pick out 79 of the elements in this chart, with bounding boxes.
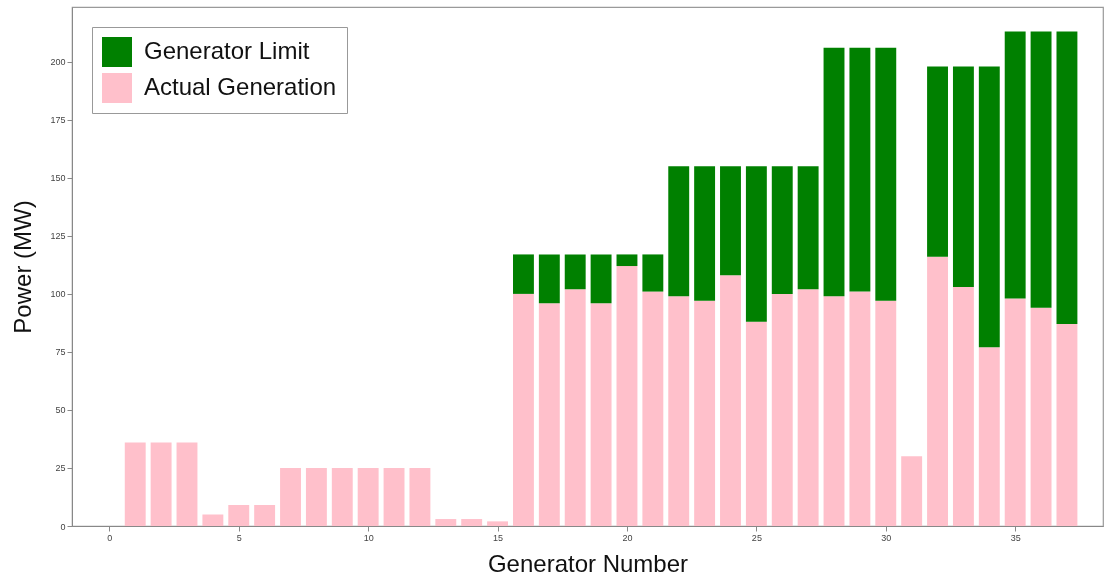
bar — [901, 456, 923, 526]
bar — [1004, 31, 1026, 299]
bar — [745, 321, 767, 526]
bar — [254, 505, 276, 526]
y-tick-label: 0 — [60, 521, 66, 532]
bar — [590, 254, 612, 304]
legend-label: Actual Generation — [144, 73, 337, 100]
bar — [1004, 298, 1026, 526]
bar — [124, 442, 146, 526]
bar — [642, 291, 664, 526]
legend-label: Generator Limit — [144, 37, 310, 64]
x-tick-label: 5 — [236, 532, 242, 543]
x-axis-title: Generator Number — [487, 549, 689, 577]
bar — [797, 289, 819, 526]
bar — [771, 293, 793, 526]
x-tick-label: 20 — [622, 532, 633, 543]
bar — [512, 293, 534, 526]
x-tick-label: 30 — [881, 532, 892, 543]
x-tick-label: 15 — [493, 532, 504, 543]
bar — [875, 300, 897, 526]
bar — [1056, 31, 1078, 325]
bar — [331, 467, 353, 526]
bar — [720, 275, 741, 526]
y-axis-title: Power (MW) — [9, 200, 37, 334]
bar — [694, 166, 716, 301]
bar — [150, 442, 172, 526]
bar — [797, 166, 819, 290]
bar — [538, 254, 560, 304]
bar — [590, 303, 612, 526]
bar — [668, 296, 690, 526]
x-tick-label: 35 — [1010, 532, 1021, 543]
bar — [616, 266, 638, 526]
bar — [1056, 324, 1078, 526]
y-tick-label: 150 — [50, 173, 66, 184]
bar — [176, 442, 198, 526]
y-tick-label: 50 — [55, 405, 66, 416]
bar — [357, 467, 379, 526]
bar — [978, 66, 1000, 348]
bar — [538, 303, 560, 526]
bar — [461, 519, 483, 526]
bar — [202, 514, 224, 526]
bar — [927, 66, 948, 257]
bar — [1030, 307, 1052, 526]
bar — [1030, 31, 1052, 308]
x-tick-label: 0 — [107, 532, 113, 543]
bar — [952, 66, 974, 287]
y-tick-label: 25 — [55, 463, 66, 474]
bar — [435, 519, 457, 526]
bar — [694, 300, 716, 526]
bar — [409, 467, 431, 526]
x-tick-label: 10 — [363, 532, 374, 543]
bar — [875, 47, 897, 301]
y-tick-label: 200 — [50, 57, 66, 68]
bar — [823, 296, 845, 526]
bar — [616, 254, 638, 267]
y-tick-label: 125 — [50, 231, 66, 242]
bar — [927, 256, 948, 526]
bar — [952, 286, 974, 526]
y-tick-label: 100 — [50, 289, 66, 300]
bar — [642, 254, 664, 292]
bar — [849, 47, 871, 292]
bar — [228, 505, 250, 526]
bar — [383, 467, 405, 526]
bar — [564, 289, 586, 526]
y-tick-label: 75 — [55, 347, 66, 358]
bar — [745, 166, 767, 322]
bar — [771, 166, 793, 294]
bar — [487, 521, 509, 526]
y-tick-label: 175 — [50, 115, 66, 126]
bar — [849, 291, 871, 526]
x-tick-label: 25 — [751, 532, 762, 543]
bar — [564, 254, 586, 290]
bar — [978, 347, 1000, 526]
bar — [512, 254, 534, 294]
bar — [823, 47, 845, 297]
bar — [305, 467, 327, 526]
bar — [280, 467, 301, 526]
bar — [720, 166, 741, 276]
bar — [668, 166, 690, 297]
